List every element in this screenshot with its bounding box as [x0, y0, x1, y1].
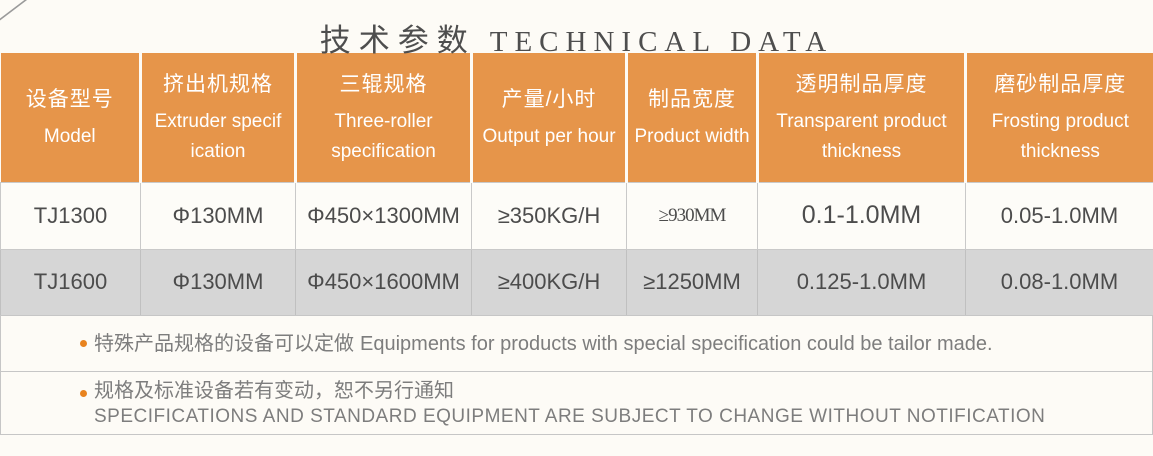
- column-header-zh: 三辊规格: [339, 72, 428, 96]
- column-header-frosting-thickness: 磨砂制品厚度 Frosting product thickness: [965, 53, 1153, 182]
- column-header-zh: 透明制品厚度: [795, 72, 928, 96]
- cell-output: ≥400KG/H: [471, 248, 627, 315]
- cell-transparent-thickness: 0.125-1.0MM: [757, 248, 966, 315]
- cell-product-width: ≥1250MM: [626, 248, 758, 315]
- note-text: 特殊产品规格的设备可以定做 Equipments for products wit…: [94, 331, 1132, 357]
- column-header-en: Frosting product thickness: [991, 110, 1129, 162]
- column-header-product-width: 制品宽度 Product width: [626, 53, 759, 182]
- table-row-tj1300: TJ1300 Φ130MM Φ450×1300MM ≥350KG/H ≥930M…: [0, 181, 1153, 250]
- column-header-en: Extruder specif ication: [154, 110, 282, 162]
- page-title: 技术参数 TECHNICAL DATA: [0, 0, 1153, 58]
- column-header-transparent-thickness: 透明制品厚度 Transparent product thickness: [757, 53, 967, 182]
- cell-three-roller-spec: Φ450×1300MM: [295, 181, 472, 250]
- cell-three-roller-spec: Φ450×1600MM: [295, 248, 472, 315]
- column-header-zh: 产量/小时: [501, 87, 597, 111]
- column-header-en: Transparent product thickness: [776, 110, 947, 162]
- cell-model: TJ1300: [0, 181, 141, 250]
- table-row-tj1600: TJ1600 Φ130MM Φ450×1600MM ≥400KG/H ≥1250…: [0, 248, 1153, 315]
- column-header-zh: 设备型号: [25, 87, 114, 111]
- table-header-row: 设备型号 Model 挤出机规格 Extruder specif ication…: [0, 53, 1153, 182]
- technical-data-table: 设备型号 Model 挤出机规格 Extruder specif ication…: [0, 53, 1153, 315]
- column-header-zh: 制品宽度: [648, 87, 736, 111]
- note-tailor-made: 特殊产品规格的设备可以定做 Equipments for products wit…: [1, 316, 1152, 372]
- bullet-icon: [80, 340, 87, 347]
- note-subject-to-change: 规格及标准设备若有变动，恕不另行通知 SPECIFICATIONS AND ST…: [1, 372, 1152, 434]
- cell-model: TJ1600: [0, 248, 141, 315]
- column-header-zh: 挤出机规格: [163, 72, 273, 96]
- column-header-output-per-hour: 产量/小时 Output per hour: [471, 53, 628, 182]
- cell-frosting-thickness: 0.08-1.0MM: [965, 248, 1153, 315]
- bullet-icon: [80, 390, 87, 397]
- column-header-en: Product width: [634, 125, 750, 147]
- cell-frosting-thickness: 0.05-1.0MM: [965, 181, 1153, 250]
- note-text-en: SPECIFICATIONS AND STANDARD EQUIPMENT AR…: [94, 405, 1046, 427]
- column-header-extruder-spec: 挤出机规格 Extruder specif ication: [140, 53, 297, 182]
- column-header-en: Model: [43, 125, 96, 147]
- note-text-zh: 特殊产品规格的设备可以定做: [94, 332, 354, 355]
- column-header-en: Output per hour: [482, 125, 616, 147]
- note-text-en: Equipments for products with special spe…: [360, 332, 993, 355]
- page-title-chinese: 技术参数: [319, 23, 476, 58]
- cell-extruder-spec: Φ130MM: [140, 248, 296, 315]
- column-header-three-roller-spec: 三辊规格 Three-roller specification: [295, 53, 473, 182]
- table-body: TJ1300 Φ130MM Φ450×1300MM ≥350KG/H ≥930M…: [0, 181, 1153, 315]
- cell-product-width: ≥930MM: [626, 181, 758, 250]
- column-header-model: 设备型号 Model: [0, 53, 142, 182]
- table-header: 设备型号 Model 挤出机规格 Extruder specif ication…: [0, 53, 1153, 182]
- page-title-english: TECHNICAL DATA: [489, 26, 834, 58]
- cell-output: ≥350KG/H: [471, 181, 627, 250]
- notes-section: 特殊产品规格的设备可以定做 Equipments for products wit…: [0, 315, 1153, 435]
- column-header-en: Three-roller specification: [331, 110, 436, 162]
- column-header-zh: 磨砂制品厚度: [994, 72, 1127, 96]
- cell-extruder-spec: Φ130MM: [140, 181, 296, 250]
- note-text-zh: 规格及标准设备若有变动，恕不另行通知: [94, 379, 454, 402]
- cell-transparent-thickness: 0.1-1.0MM: [757, 181, 966, 250]
